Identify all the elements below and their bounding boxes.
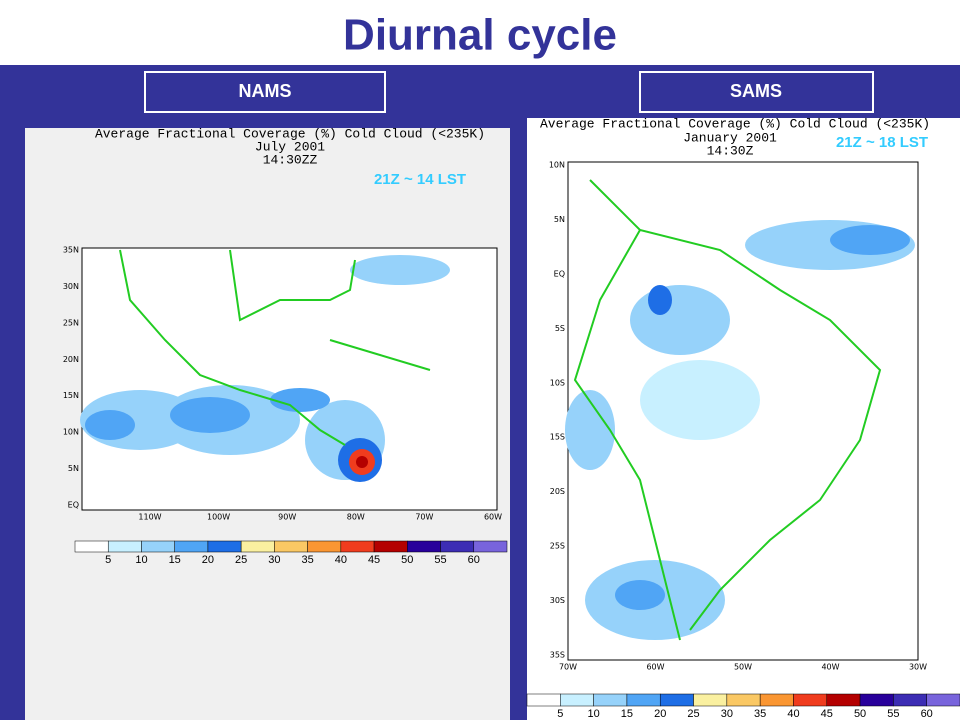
lon-label: 110W bbox=[138, 513, 161, 522]
colorbar-box bbox=[859, 693, 894, 707]
lon-label: 70W bbox=[559, 663, 577, 672]
lon-label: 60W bbox=[484, 513, 502, 522]
colorbar-label: 60 bbox=[921, 708, 933, 720]
colorbar-label: 45 bbox=[821, 708, 833, 720]
slide-title: Diurnal cycle bbox=[343, 11, 617, 60]
lat-label: 20S bbox=[550, 487, 565, 496]
colorbar-label: 30 bbox=[268, 554, 280, 566]
colorbar-box bbox=[174, 540, 209, 553]
panel-label-box bbox=[639, 71, 874, 113]
lon-label: 100W bbox=[207, 513, 230, 522]
colorbar-box bbox=[926, 693, 960, 707]
colorbar-label: 35 bbox=[754, 708, 766, 720]
coastline bbox=[119, 249, 431, 446]
colorbar-box bbox=[693, 693, 728, 707]
lat-label: 15N bbox=[63, 391, 79, 400]
lat-label: 10N bbox=[549, 161, 565, 170]
cloud-field bbox=[565, 220, 915, 640]
colorbar-box bbox=[207, 540, 242, 553]
lon-label: 80W bbox=[347, 513, 365, 522]
colorbar-box bbox=[240, 540, 275, 553]
colorbar-label: 60 bbox=[468, 554, 480, 566]
lat-label: 35S bbox=[550, 651, 565, 660]
colorbar-label: 5 bbox=[105, 554, 111, 566]
map-title: 14:30ZZ bbox=[263, 152, 318, 167]
lat-label: 10S bbox=[550, 378, 565, 387]
colorbar-box bbox=[407, 540, 441, 553]
colorbar-box bbox=[440, 540, 475, 553]
colorbar-box bbox=[473, 540, 508, 553]
lat-label: 25N bbox=[63, 318, 79, 327]
colorbar-box bbox=[141, 540, 175, 553]
colorbar-box bbox=[826, 693, 861, 707]
colorbar-label: 10 bbox=[587, 708, 599, 720]
coastline bbox=[573, 179, 882, 641]
panel-label-box bbox=[144, 71, 386, 113]
colorbar-box bbox=[274, 540, 308, 553]
colorbar-label: 55 bbox=[887, 708, 899, 720]
colorbar-box bbox=[593, 693, 628, 707]
colorbar-label: 30 bbox=[721, 708, 733, 720]
lat-label: 30N bbox=[63, 282, 79, 291]
map-title: January 2001 bbox=[683, 130, 777, 145]
colorbar-label: 15 bbox=[621, 708, 633, 720]
colorbar-label: 35 bbox=[301, 554, 313, 566]
colorbar-label: 45 bbox=[368, 554, 380, 566]
annotation: 21Z ~ 18 LST bbox=[836, 134, 928, 151]
lat-label: 5S bbox=[555, 324, 565, 333]
colorbar-label: 25 bbox=[235, 554, 247, 566]
colorbar-label: 20 bbox=[654, 708, 666, 720]
colorbar-label: 20 bbox=[202, 554, 214, 566]
colorbar-label: 50 bbox=[854, 708, 866, 720]
colorbar-box bbox=[340, 540, 375, 553]
lon-label: 60W bbox=[646, 663, 664, 672]
map-title: Average Fractional Coverage (%) Cold Clo… bbox=[95, 126, 485, 141]
lat-label: EQ bbox=[68, 501, 79, 510]
panel-label: NAMS bbox=[239, 81, 292, 101]
map-title: Average Fractional Coverage (%) Cold Clo… bbox=[540, 116, 930, 131]
lat-label: 10N bbox=[63, 428, 79, 437]
colorbar-box bbox=[526, 693, 561, 707]
map-title: 14:30Z bbox=[707, 143, 754, 158]
colorbar-box bbox=[759, 693, 794, 707]
lat-label: 30S bbox=[550, 596, 565, 605]
colorbar-box bbox=[793, 693, 828, 707]
colorbar-label: 15 bbox=[169, 554, 181, 566]
colorbar-box bbox=[626, 693, 661, 707]
lon-label: 30W bbox=[909, 663, 927, 672]
colorbar-label: 10 bbox=[135, 554, 147, 566]
cloud-field bbox=[80, 255, 450, 482]
colorbar-box bbox=[726, 693, 761, 707]
colorbar-box bbox=[107, 540, 142, 553]
lon-label: 70W bbox=[415, 513, 433, 522]
lon-label: 50W bbox=[734, 663, 752, 672]
lat-label: EQ bbox=[554, 269, 565, 278]
lon-label: 90W bbox=[278, 513, 296, 522]
colorbar-label: 25 bbox=[687, 708, 699, 720]
colorbar-label: 40 bbox=[787, 708, 799, 720]
panel-label: SAMS bbox=[730, 81, 782, 101]
colorbar-box bbox=[307, 540, 342, 553]
colorbar-box bbox=[893, 693, 927, 707]
colorbar-box bbox=[74, 540, 109, 553]
map-title: July 2001 bbox=[255, 139, 325, 154]
colorbar-label: 50 bbox=[401, 554, 413, 566]
lat-label: 15S bbox=[550, 433, 565, 442]
lat-label: 25S bbox=[550, 542, 565, 551]
annotation: 21Z ~ 14 LST bbox=[374, 171, 466, 188]
colorbar-label: 40 bbox=[335, 554, 347, 566]
lat-label: 5N bbox=[554, 215, 565, 224]
colorbar-label: 55 bbox=[434, 554, 446, 566]
lon-label: 40W bbox=[821, 663, 839, 672]
colorbar-label: 5 bbox=[557, 708, 563, 720]
lat-label: 20N bbox=[63, 355, 79, 364]
colorbar-box bbox=[659, 693, 694, 707]
colorbar-box bbox=[560, 693, 594, 707]
map-frame bbox=[81, 247, 498, 511]
lat-label: 35N bbox=[63, 246, 79, 255]
lat-label: 5N bbox=[68, 464, 79, 473]
colorbar-box bbox=[373, 540, 408, 553]
